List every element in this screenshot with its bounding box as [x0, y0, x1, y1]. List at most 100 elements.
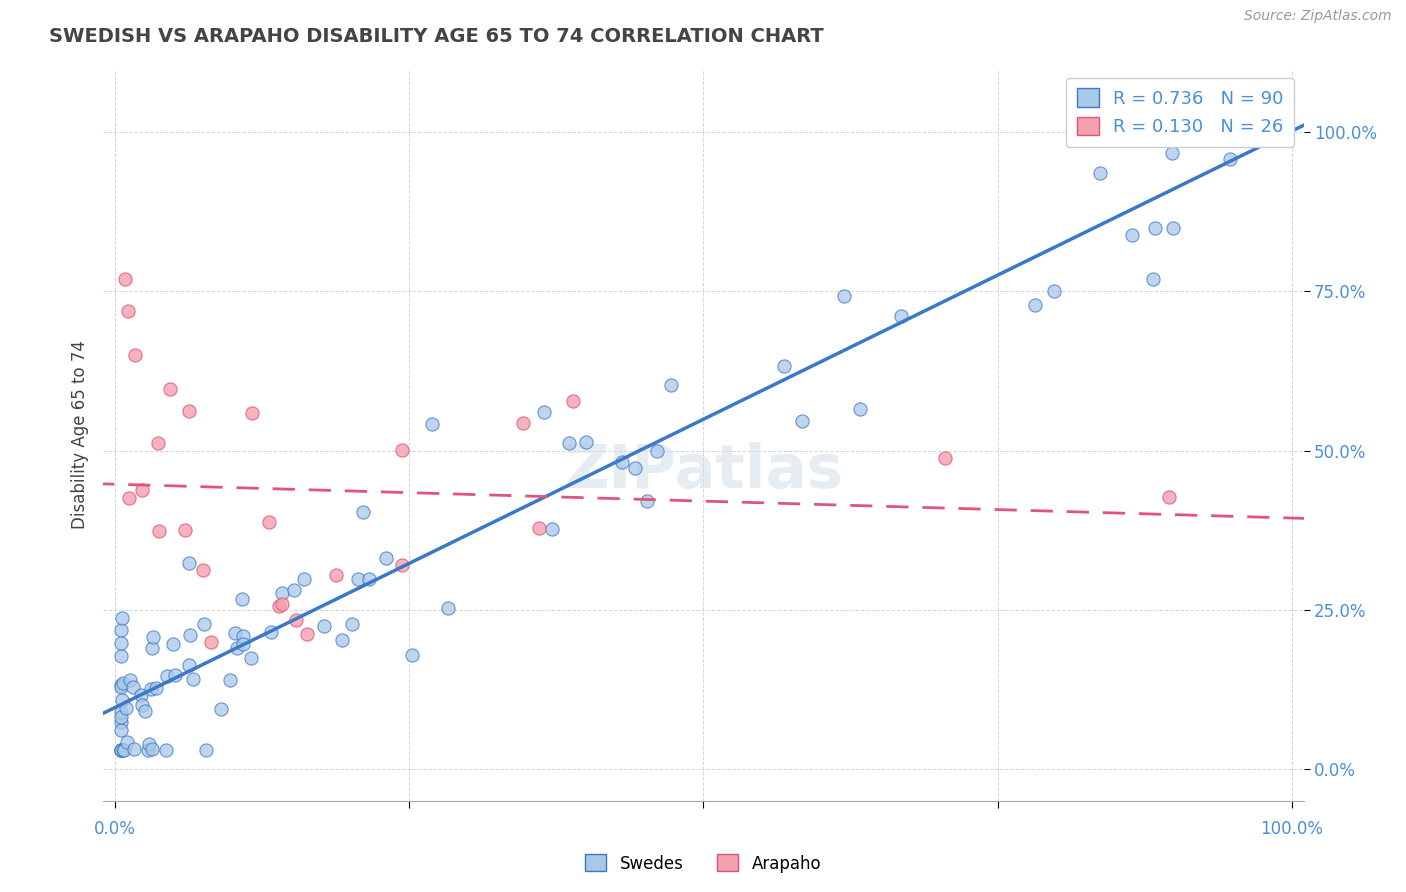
Point: [191, 564, 214, 578]
Text: ZIPatlas: ZIPatlas: [564, 442, 842, 500]
Point: [270, 586, 292, 600]
Point: [141, 641, 163, 656]
Point: [1206, 112, 1229, 127]
Point: [1121, 228, 1143, 243]
Point: [134, 705, 156, 719]
Point: [110, 648, 132, 663]
Point: [232, 637, 254, 651]
Point: [111, 675, 134, 690]
Text: SWEDISH VS ARAPAHO DISABILITY AGE 65 TO 74 CORRELATION CHART: SWEDISH VS ARAPAHO DISABILITY AGE 65 TO …: [49, 27, 824, 45]
Point: [136, 743, 159, 757]
Point: [110, 743, 132, 757]
Point: [110, 714, 132, 729]
Point: [1197, 112, 1219, 127]
Point: [115, 735, 138, 749]
Point: [575, 434, 598, 449]
Point: [148, 435, 170, 450]
Point: [420, 417, 443, 431]
Point: [558, 436, 581, 450]
Point: [283, 583, 305, 598]
Point: [1219, 152, 1241, 166]
Point: [1088, 166, 1111, 180]
Point: [224, 625, 246, 640]
Point: [110, 636, 132, 650]
Point: [115, 701, 138, 715]
Point: [139, 682, 162, 697]
Point: [145, 681, 167, 696]
Point: [193, 616, 215, 631]
Point: [645, 443, 668, 458]
Point: [162, 637, 184, 651]
Point: [181, 672, 204, 686]
Point: [131, 698, 153, 712]
Point: [357, 573, 380, 587]
Text: 0.0%: 0.0%: [94, 820, 136, 838]
Point: [347, 572, 370, 586]
Point: [179, 628, 201, 642]
Point: [240, 650, 263, 665]
Point: [401, 648, 423, 662]
Point: [1024, 298, 1046, 312]
Point: [849, 401, 872, 416]
Point: [156, 668, 179, 682]
Point: [165, 667, 187, 681]
Point: [110, 681, 132, 695]
Point: [209, 702, 232, 716]
Point: [118, 673, 141, 687]
Point: [561, 393, 583, 408]
Point: [110, 743, 132, 757]
Point: [121, 680, 143, 694]
Point: [257, 515, 280, 529]
Point: [110, 743, 132, 757]
Point: [141, 742, 163, 756]
Point: [110, 723, 132, 737]
Point: [138, 737, 160, 751]
Point: [533, 405, 555, 419]
Point: [637, 494, 659, 508]
Text: Source: ZipAtlas.com: Source: ZipAtlas.com: [1244, 9, 1392, 23]
Point: [934, 450, 956, 465]
Legend: Swedes, Arapaho: Swedes, Arapaho: [578, 847, 828, 880]
Point: [834, 289, 856, 303]
Point: [226, 640, 249, 655]
Point: [1161, 146, 1184, 161]
Point: [391, 558, 413, 572]
Point: [159, 382, 181, 396]
Point: [391, 442, 413, 457]
Point: [231, 592, 253, 607]
Point: [292, 572, 315, 586]
Point: [1142, 271, 1164, 285]
Point: [612, 455, 634, 469]
Point: [527, 521, 550, 535]
Point: [352, 505, 374, 519]
Point: [114, 271, 136, 285]
Point: [129, 688, 152, 702]
Point: [111, 611, 134, 625]
Point: [118, 491, 141, 506]
Point: [1042, 284, 1064, 298]
Point: [624, 460, 647, 475]
Legend: R = 0.736   N = 90, R = 0.130   N = 26: R = 0.736 N = 90, R = 0.130 N = 26: [1066, 78, 1295, 147]
Point: [179, 658, 201, 673]
Point: [267, 599, 290, 614]
Point: [540, 522, 562, 536]
Point: [117, 303, 139, 318]
Point: [1161, 221, 1184, 235]
Point: [110, 710, 132, 724]
Point: [1157, 491, 1180, 505]
Point: [340, 617, 363, 632]
Point: [155, 743, 177, 757]
Point: [312, 619, 335, 633]
Point: [790, 414, 813, 428]
Point: [284, 613, 307, 627]
Point: [179, 556, 201, 570]
Point: [173, 523, 195, 537]
Point: [124, 348, 146, 362]
Point: [110, 678, 132, 692]
Point: [148, 524, 170, 539]
Point: [240, 406, 263, 420]
Point: [110, 705, 132, 719]
Point: [772, 359, 794, 373]
Point: [437, 601, 460, 615]
Point: [232, 629, 254, 643]
